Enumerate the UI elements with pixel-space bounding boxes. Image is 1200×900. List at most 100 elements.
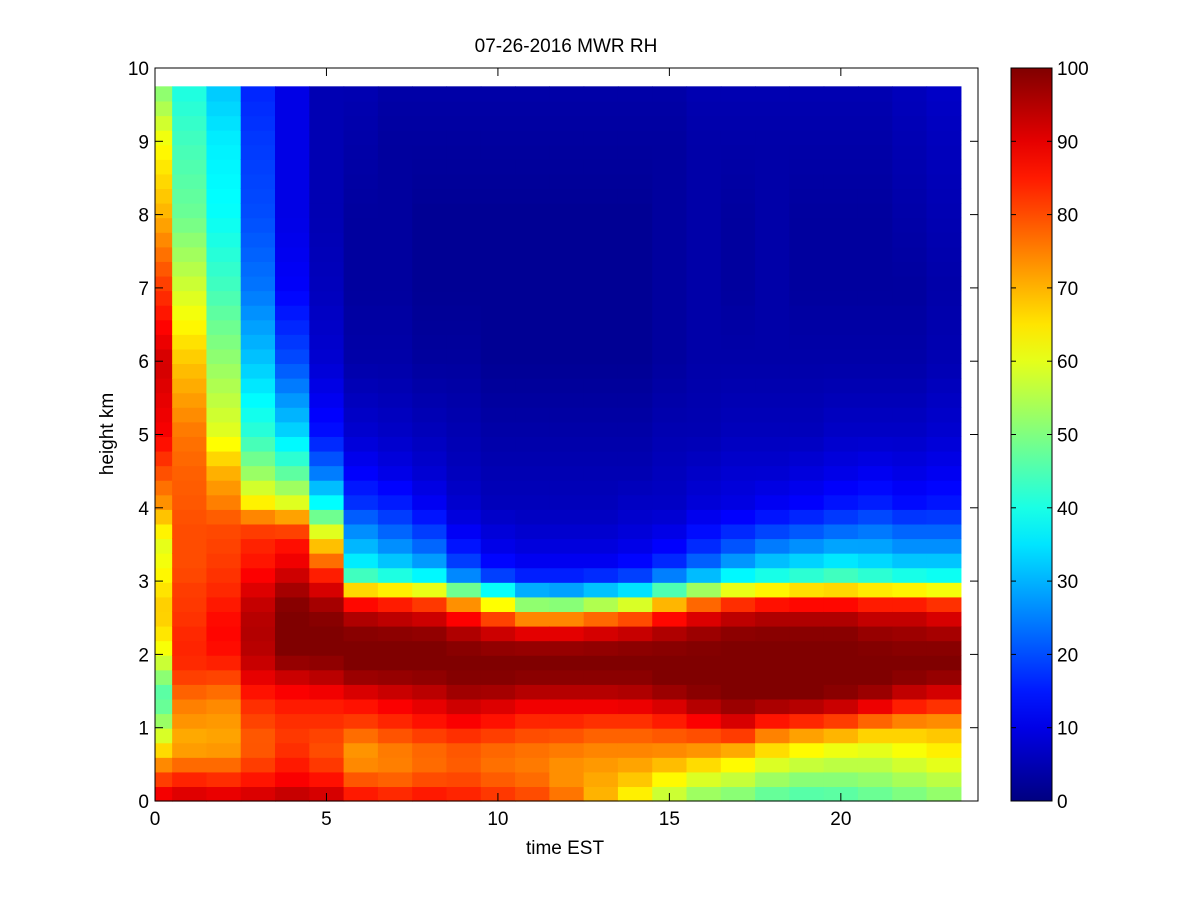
heatmap-cell (343, 392, 379, 408)
heatmap-cell (172, 713, 208, 729)
heatmap-cell (926, 698, 962, 715)
heatmap-cell (789, 305, 825, 321)
heatmap-cell (275, 480, 310, 496)
heatmap-cell (206, 509, 242, 525)
heatmap-cell (240, 509, 276, 525)
heatmap-cell (515, 334, 550, 350)
heatmap-cell (617, 523, 653, 540)
y-tick-label: 7 (138, 279, 149, 300)
heatmap-cell (480, 582, 516, 598)
heatmap-cell (857, 698, 893, 715)
heatmap-cell (857, 407, 893, 423)
heatmap-cell (377, 378, 413, 394)
heatmap-cell (515, 465, 550, 481)
heatmap-cell (549, 261, 585, 277)
heatmap-cell (275, 713, 310, 729)
heatmap-cell (377, 203, 413, 219)
heatmap-cell (549, 480, 585, 496)
heatmap-cell (789, 421, 825, 437)
heatmap-cell (686, 713, 722, 729)
y-axis: 0 1 2 3 4 5 6 7 8 9 10 (128, 59, 978, 813)
heatmap-cell (275, 232, 310, 248)
heatmap-cell (926, 100, 962, 117)
y-tick-label: 3 (138, 572, 149, 593)
heatmap-cell (926, 246, 962, 262)
heatmap-cell (892, 655, 928, 671)
heatmap-cell (583, 407, 619, 423)
heatmap-cell (652, 713, 688, 729)
heatmap-cell (343, 100, 379, 117)
heatmap-cell (275, 348, 310, 365)
heatmap-cell (172, 378, 208, 394)
heatmap-cell (412, 421, 448, 437)
heatmap-cell (343, 728, 379, 744)
heatmap-cell (892, 611, 928, 627)
heatmap-cell (515, 305, 550, 321)
heatmap-cell (206, 319, 242, 335)
heatmap-cell (412, 698, 448, 715)
heatmap-cell (515, 115, 550, 131)
heatmap-cell (720, 115, 756, 131)
heatmap-cell (480, 319, 516, 335)
heatmap-cell (926, 421, 962, 437)
heatmap-cell (789, 86, 825, 102)
heatmap-cell (377, 625, 413, 642)
x-tick-label: 15 (659, 809, 680, 830)
heatmap-cell (275, 582, 310, 598)
heatmap-cell (857, 348, 893, 365)
heatmap-cell (720, 669, 756, 685)
heatmap-cell (412, 728, 448, 744)
heatmap-cell (446, 669, 482, 685)
heatmap-cell (240, 261, 276, 277)
heatmap-cell (720, 334, 756, 350)
heatmap-cell (857, 523, 893, 540)
heatmap-cell (240, 305, 276, 321)
heatmap-cell (926, 188, 962, 204)
heatmap-cell (549, 436, 585, 452)
heatmap-cell (309, 421, 345, 437)
heatmap-cell (755, 275, 790, 292)
heatmap-cell (275, 698, 310, 715)
heatmap-cell (172, 771, 208, 788)
heatmap-cell (926, 640, 962, 656)
heatmap-cell (926, 786, 962, 802)
heatmap-cell (343, 684, 379, 700)
heatmap-cell (275, 144, 310, 160)
heatmap-cell (480, 450, 516, 467)
heatmap-cell (857, 480, 893, 496)
heatmap-cell (755, 567, 790, 583)
heatmap-cell (172, 728, 208, 744)
heatmap-cell (789, 203, 825, 219)
heatmap-cell (755, 669, 790, 685)
heatmap-cell (412, 450, 448, 467)
heatmap-cell (652, 159, 688, 175)
heatmap-cell (926, 465, 962, 481)
heatmap-cell (412, 407, 448, 423)
heatmap-cell (172, 757, 208, 773)
heatmap-cell (755, 188, 790, 204)
heatmap-cell (412, 334, 448, 350)
heatmap-cell (155, 173, 173, 190)
heatmap-cell (583, 669, 619, 685)
heatmap-cell (755, 742, 790, 758)
heatmap-cell (412, 144, 448, 160)
heatmap-cell (857, 669, 893, 685)
heatmap-cell (240, 713, 276, 729)
heatmap-cell (857, 655, 893, 671)
heatmap-cell (823, 159, 859, 175)
heatmap-cell (343, 421, 379, 437)
heatmap-cell (926, 742, 962, 758)
heatmap-cell (857, 86, 893, 102)
heatmap-cell (377, 261, 413, 277)
heatmap-cell (240, 684, 276, 700)
heatmap-cell (652, 436, 688, 452)
heatmap-cell (720, 582, 756, 598)
heatmap-cell (172, 553, 208, 569)
heatmap-cell (926, 509, 962, 525)
heatmap-cell (652, 553, 688, 569)
heatmap-cell (823, 188, 859, 204)
heatmap-cell (343, 625, 379, 642)
heatmap-cell (206, 786, 242, 802)
heatmap-cell (377, 86, 413, 102)
heatmap-cell (155, 115, 173, 131)
